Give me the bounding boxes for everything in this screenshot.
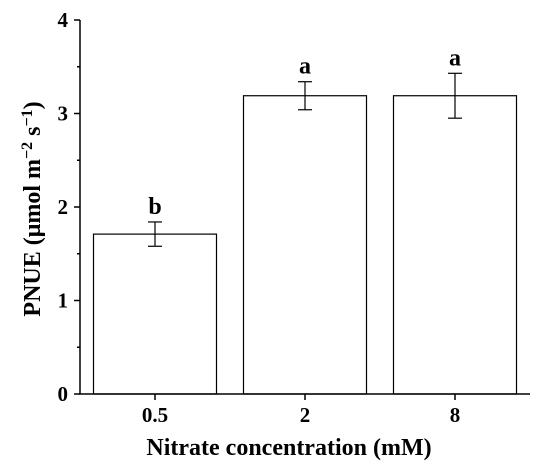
x-tick-label-1: 2 [300,403,311,427]
y-axis-title-exp2: −1 [19,109,36,126]
plot-area: b a a [92,45,518,395]
x-axis-title: Nitrate concentration (mM) [146,435,431,461]
axis-frame [79,20,530,395]
y-tick-label-2: 2 [58,195,69,219]
y-tick-label-3: 3 [58,102,69,126]
y-tick-label-4: 4 [58,8,69,32]
bar-1 [242,95,368,395]
y-axis-title-close: ) [20,101,46,109]
significance-label-2: a [449,45,461,71]
bar-2 [392,95,518,395]
x-tick-label-0: 0.5 [142,403,168,427]
y-axis-ticks: 0 1 2 3 4 [58,8,80,406]
y-axis-title-mid: s [20,127,46,142]
significance-label-0: b [148,194,161,220]
y-axis-title-main: PNUE (μmol m [20,159,46,317]
y-tick-label-1: 1 [58,289,69,313]
significance-label-1: a [299,54,311,80]
y-tick-label-0: 0 [58,382,69,406]
y-axis-title: PNUE (μmol m−2 s−1) [19,101,47,316]
y-axis-title-exp1: −2 [19,142,36,159]
x-tick-label-2: 8 [450,403,461,427]
bar-0 [92,233,218,395]
x-axis-ticks: 0.5 2 8 [142,394,460,427]
